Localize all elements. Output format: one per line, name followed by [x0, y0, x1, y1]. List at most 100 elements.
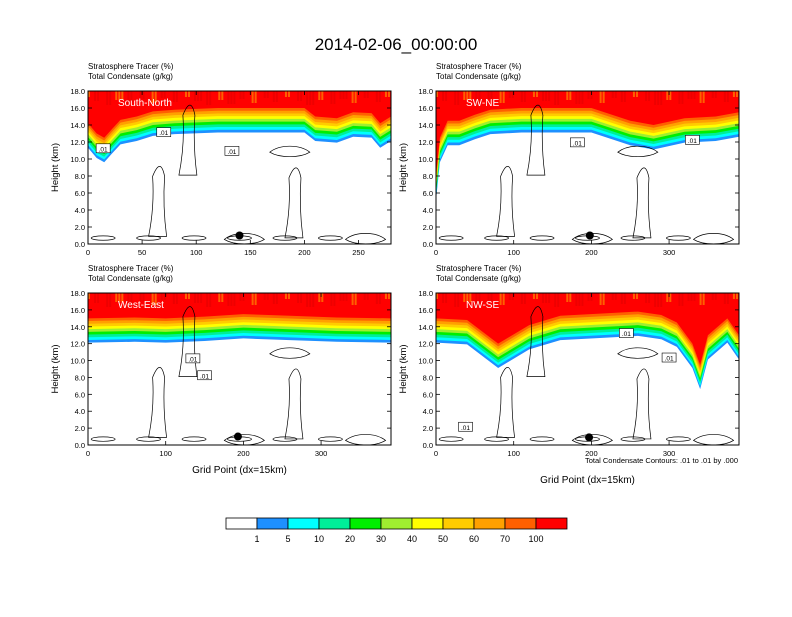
tracer-streak: [666, 293, 669, 302]
panel-label: West-East: [118, 300, 164, 311]
y-axis-label: Height (km): [398, 344, 409, 393]
x-tick-label: 200: [298, 248, 311, 257]
x-axis-label: Grid Point (dx=15km): [192, 465, 287, 476]
tracer-streak: [375, 293, 378, 304]
panel-label: NW-SE: [466, 300, 499, 311]
tracer-streak: [118, 293, 121, 302]
tracer-streak: [130, 91, 133, 104]
y-tick-label: 16.0: [418, 306, 433, 315]
tracer-streak: [557, 293, 560, 307]
tracer-streak: [297, 293, 300, 303]
colorbar-swatch: [442, 517, 475, 530]
tracer-streak: [209, 91, 212, 105]
tracer-streak: [463, 293, 466, 302]
contour-label-box: [95, 143, 111, 154]
tracer-streak: [690, 293, 693, 301]
low-cloud-contour: [620, 235, 646, 241]
plot-area: .01 .01 SW-NE: [436, 91, 739, 244]
y-tick-label: 8.0: [75, 172, 85, 181]
tracer-streak: [230, 293, 233, 306]
tracer-streak: [532, 293, 535, 299]
tracer-streak: [272, 293, 275, 304]
tracer-streak: [187, 91, 190, 97]
x-tick-label: 0: [434, 449, 438, 458]
tracer-streak: [693, 91, 696, 99]
tracer-streak: [545, 91, 548, 101]
contour-label-text: .01: [188, 356, 197, 363]
contour-label-1: .01: [197, 370, 212, 380]
tracer-streak: [457, 293, 460, 307]
tracer-streak: [548, 91, 551, 101]
contour-label-text: .01: [665, 356, 674, 363]
tracer-streak: [206, 293, 209, 307]
condensate-contour: [692, 233, 735, 244]
tracer-streak: [227, 293, 230, 306]
y-tick-label: 16.0: [70, 306, 85, 315]
contour-label-box: [661, 352, 677, 363]
tracer-streak: [342, 293, 345, 301]
figure-title: 2014-02-06_00:00:00: [315, 35, 478, 54]
y-tick-label: 14.0: [418, 121, 433, 130]
contour-note: Total Condensate Contours: .01 to .01 by…: [585, 456, 738, 465]
condensate-contour: [617, 145, 659, 158]
tracer-streak: [487, 293, 490, 301]
tracer-streak: [545, 293, 548, 303]
plot-area: .01 .01 .01 South-North: [88, 91, 391, 244]
tracer-streak: [508, 91, 511, 98]
condensate-contour: [178, 104, 198, 176]
tracer-streak: [275, 293, 278, 304]
tracer-streak: [554, 91, 557, 105]
tracer-streak: [127, 91, 130, 104]
tracer-streak: [333, 293, 336, 306]
tracer-streak: [648, 91, 651, 101]
tracer-streak: [306, 293, 309, 307]
y-tick-label: 18.0: [418, 289, 433, 298]
colorbar-swatch: [225, 517, 258, 530]
x-tick-label: 300: [315, 449, 328, 458]
low-cloud-contour: [484, 436, 509, 442]
contour-label-text: .01: [688, 138, 697, 145]
y-tick-label: 14.0: [70, 323, 85, 332]
low-cloud-contour: [272, 235, 298, 241]
tracer-streak: [109, 91, 112, 105]
tracer-streak: [339, 91, 342, 99]
tracer-streak: [520, 293, 523, 304]
contour-label-box: [185, 353, 201, 364]
tracer-streak: [172, 91, 175, 102]
tracer-streak: [194, 91, 197, 101]
colorbar-swatch: [380, 517, 413, 530]
tracer-streak: [184, 293, 187, 299]
y-tick-label: 16.0: [70, 104, 85, 113]
tracer-streak: [466, 91, 469, 100]
tracer-streak: [306, 91, 309, 105]
condensate-contour: [632, 368, 652, 440]
contour-label-2: .01: [458, 421, 473, 432]
tracer-streak: [442, 293, 445, 303]
y-tick-label: 18.0: [70, 87, 85, 96]
colorbar-swatch: [504, 517, 537, 530]
colorbar-label: 60: [469, 534, 479, 544]
tracer-streak: [287, 91, 290, 97]
tracer-streak: [599, 293, 602, 305]
tracer-streak: [163, 293, 166, 300]
tracer-band-0: [436, 293, 739, 365]
y-tick-label: 2.0: [75, 424, 85, 433]
y-tick-label: 4.0: [423, 407, 433, 416]
low-cloud-contour: [620, 436, 646, 442]
panel-label: South-North: [118, 98, 172, 109]
tracer-streak: [121, 293, 124, 302]
tracer-streak: [711, 91, 714, 98]
panel-1: Stratosphere Tracer (%)Total Condensate …: [398, 62, 740, 257]
x-tick-label: 250: [352, 248, 365, 257]
y-tick-label: 6.0: [423, 189, 433, 198]
tracer-streak: [275, 91, 278, 102]
y-axis-label: Height (km): [398, 143, 409, 192]
tracer-streak: [233, 91, 236, 104]
x-tick-label: 0: [86, 449, 90, 458]
tracer-streak: [139, 91, 142, 99]
tracer-streak: [218, 293, 221, 302]
colorbar-swatch: [256, 517, 289, 530]
tracer-streak: [339, 293, 342, 301]
tracer-streak: [163, 91, 166, 98]
tracer-streak: [351, 293, 354, 305]
